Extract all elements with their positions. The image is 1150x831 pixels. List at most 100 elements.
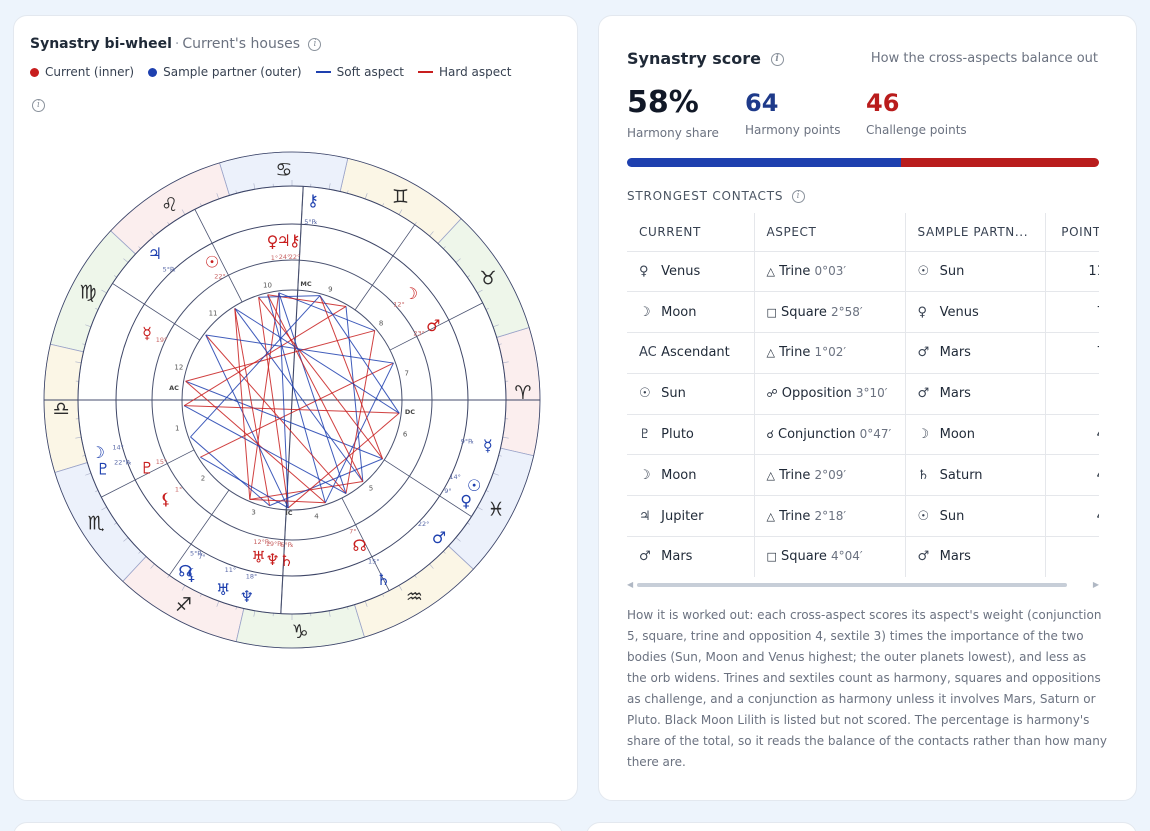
degree-tick bbox=[443, 551, 446, 554]
aspect-orb: 2°58′ bbox=[830, 304, 863, 319]
degree-tick bbox=[85, 324, 92, 328]
current-planet-glyph: ♅ bbox=[252, 548, 266, 567]
partner-planet-glyph: ♀ bbox=[460, 492, 472, 511]
zodiac-sign-glyph: ♋ bbox=[275, 159, 292, 181]
degree-tick bbox=[492, 472, 499, 476]
degree-tick bbox=[498, 343, 502, 345]
current-planet-degree: 19° bbox=[156, 336, 168, 344]
current-planet-glyph: ♃ bbox=[276, 231, 290, 250]
current-body-icon: ☽ bbox=[639, 467, 651, 483]
zodiac-sign-glyph: ♉ bbox=[479, 268, 496, 290]
table-row[interactable]: ☽ Moon△ Trine 2°09′♄ Saturn4. bbox=[627, 454, 1099, 497]
current-body-cell: ☉ Sun bbox=[627, 373, 754, 415]
dc-label: DC bbox=[405, 408, 415, 416]
degree-tick bbox=[414, 222, 417, 225]
partner-planet-degree: 9°℞ bbox=[461, 437, 474, 445]
section-title-text: STRONGEST CONTACTS bbox=[627, 189, 784, 203]
wheel-info-icon[interactable]: i bbox=[32, 99, 45, 112]
soft-aspect-line bbox=[200, 456, 289, 509]
degree-tick bbox=[429, 563, 434, 569]
current-planet-glyph: ☿ bbox=[142, 323, 152, 342]
degree-tick bbox=[75, 361, 82, 364]
aspect-orb: 4°04′ bbox=[830, 549, 863, 564]
current-body-icon: ☽ bbox=[639, 304, 651, 320]
hard-aspect-line bbox=[319, 295, 384, 460]
aspect-cell: △ Trine 2°18′ bbox=[753, 495, 906, 538]
house-number: 6 bbox=[403, 431, 408, 439]
table-row[interactable]: ♀ Venus△ Trine 0°03′☉ Sun11. bbox=[627, 251, 1099, 293]
house-cusp bbox=[112, 283, 200, 341]
scrollbar-thumb[interactable] bbox=[637, 583, 1067, 587]
column-header-partner[interactable]: SAMPLE PARTN... bbox=[905, 213, 1046, 252]
legend-item-hard: Hard aspect bbox=[418, 65, 511, 79]
column-header-points[interactable]: POINTS bbox=[1045, 213, 1099, 252]
zodiac-sign-glyph: ♍ bbox=[80, 282, 97, 304]
lower-card bbox=[586, 822, 1137, 831]
partner-body-icon: ☉ bbox=[917, 263, 930, 279]
current-planet-glyph: ♂ bbox=[426, 316, 440, 335]
column-header-current[interactable]: CURRENT bbox=[627, 213, 754, 252]
column-header-aspect[interactable]: ASPECT bbox=[753, 213, 906, 252]
degree-tick bbox=[328, 610, 331, 617]
degree-tick bbox=[502, 361, 509, 364]
info-icon[interactable]: i bbox=[791, 190, 805, 203]
soft-aspect-line bbox=[234, 308, 364, 482]
table-row[interactable]: AC Ascendant△ Trine 1°02′♂ Mars7. bbox=[627, 332, 1099, 374]
contacts-table[interactable]: CURRENT ASPECT SAMPLE PARTN... POINTS ♀ … bbox=[627, 213, 1099, 577]
degree-tick bbox=[150, 231, 155, 237]
current-body-cell: ☽ Moon bbox=[627, 291, 754, 334]
partner-body-name: Sun bbox=[939, 508, 965, 524]
soft-aspect-line bbox=[183, 405, 347, 494]
table-row[interactable]: ♇ Pluto☌ Conjunction 0°47′☽ Moon4. bbox=[627, 414, 1099, 456]
scoring-explanation: How it is worked out: each cross-aspect … bbox=[627, 608, 1107, 769]
current-body-icon: ☉ bbox=[639, 386, 651, 402]
house-cusp bbox=[194, 209, 243, 303]
aspect-name: Conjunction bbox=[778, 427, 856, 443]
partner-planet-glyph: ☽ bbox=[91, 443, 105, 462]
current-body-icon: ♃ bbox=[639, 508, 651, 524]
hard-aspect-line bbox=[205, 334, 347, 494]
stat-value: 58% bbox=[627, 85, 699, 120]
aspect-icon: □ bbox=[766, 305, 777, 319]
table-row[interactable]: ♂ Mars□ Square 4°04′♂ Mars4 bbox=[627, 536, 1099, 577]
partner-body-cell: ☉ Sun bbox=[905, 495, 1046, 538]
current-body-icon: ♂ bbox=[639, 549, 651, 565]
aspect-orb: 1°02′ bbox=[814, 345, 847, 360]
hard-aspect-line bbox=[200, 362, 394, 458]
partner-body-cell: ♂ Mars bbox=[905, 373, 1046, 415]
current-body-cell: AC Ascendant bbox=[627, 332, 754, 374]
partner-planet-glyph: ☊ bbox=[178, 561, 192, 580]
info-icon[interactable]: i bbox=[770, 53, 784, 66]
aspect-orb: 3°10′ bbox=[855, 386, 888, 401]
legend-item-current: Current (inner) bbox=[30, 65, 134, 79]
house-number: 1 bbox=[175, 425, 179, 433]
table-row[interactable]: ♃ Jupiter△ Trine 2°18′☉ Sun4. bbox=[627, 495, 1099, 538]
partner-planet-degree: 11° bbox=[225, 566, 237, 574]
scroll-right-icon[interactable]: ▶ bbox=[1092, 580, 1099, 589]
house-number: 3 bbox=[251, 509, 255, 517]
partner-planet-degree: 18° bbox=[246, 572, 258, 580]
info-icon[interactable]: i bbox=[308, 37, 322, 51]
partner-body-cell: ☉ Sun bbox=[905, 251, 1046, 293]
table-row[interactable]: ☽ Moon□ Square 2°58′♀ Venus7. bbox=[627, 291, 1099, 334]
synastry-bi-wheel[interactable]: ♈♉♊♋♌♍♎♏♐♑♒♓123 456789101112MCICDCAC♀1°♃2… bbox=[32, 134, 552, 654]
soft-aspect-line bbox=[205, 334, 394, 364]
partner-planet-glyph: ♅ bbox=[216, 580, 230, 599]
table-horizontal-scrollbar[interactable]: ◀ ▶ bbox=[627, 580, 1099, 589]
red-line-icon bbox=[418, 71, 434, 73]
zodiac-sign-glyph: ♑ bbox=[292, 621, 309, 643]
current-body-cell: ♇ Pluto bbox=[627, 414, 754, 456]
degree-tick bbox=[123, 258, 129, 263]
soft-aspect-line bbox=[190, 436, 270, 507]
current-planet-glyph: ☽ bbox=[404, 284, 418, 303]
table-row[interactable]: ☉ Sun☍ Opposition 3°10′♂ Mars6 bbox=[627, 373, 1099, 415]
scroll-left-icon[interactable]: ◀ bbox=[627, 580, 634, 589]
current-body-cell: ☽ Moon bbox=[627, 454, 754, 497]
current-planet-degree: 24° bbox=[279, 253, 291, 261]
current-planet-degree: 5°℞ bbox=[280, 541, 293, 549]
house-number: 8 bbox=[379, 320, 383, 328]
partner-planet-glyph: ♇ bbox=[96, 460, 110, 479]
aspect-orb: 2°09′ bbox=[814, 467, 847, 482]
red-dot-icon bbox=[30, 67, 39, 77]
current-body-cell: ♀ Venus bbox=[627, 251, 754, 293]
